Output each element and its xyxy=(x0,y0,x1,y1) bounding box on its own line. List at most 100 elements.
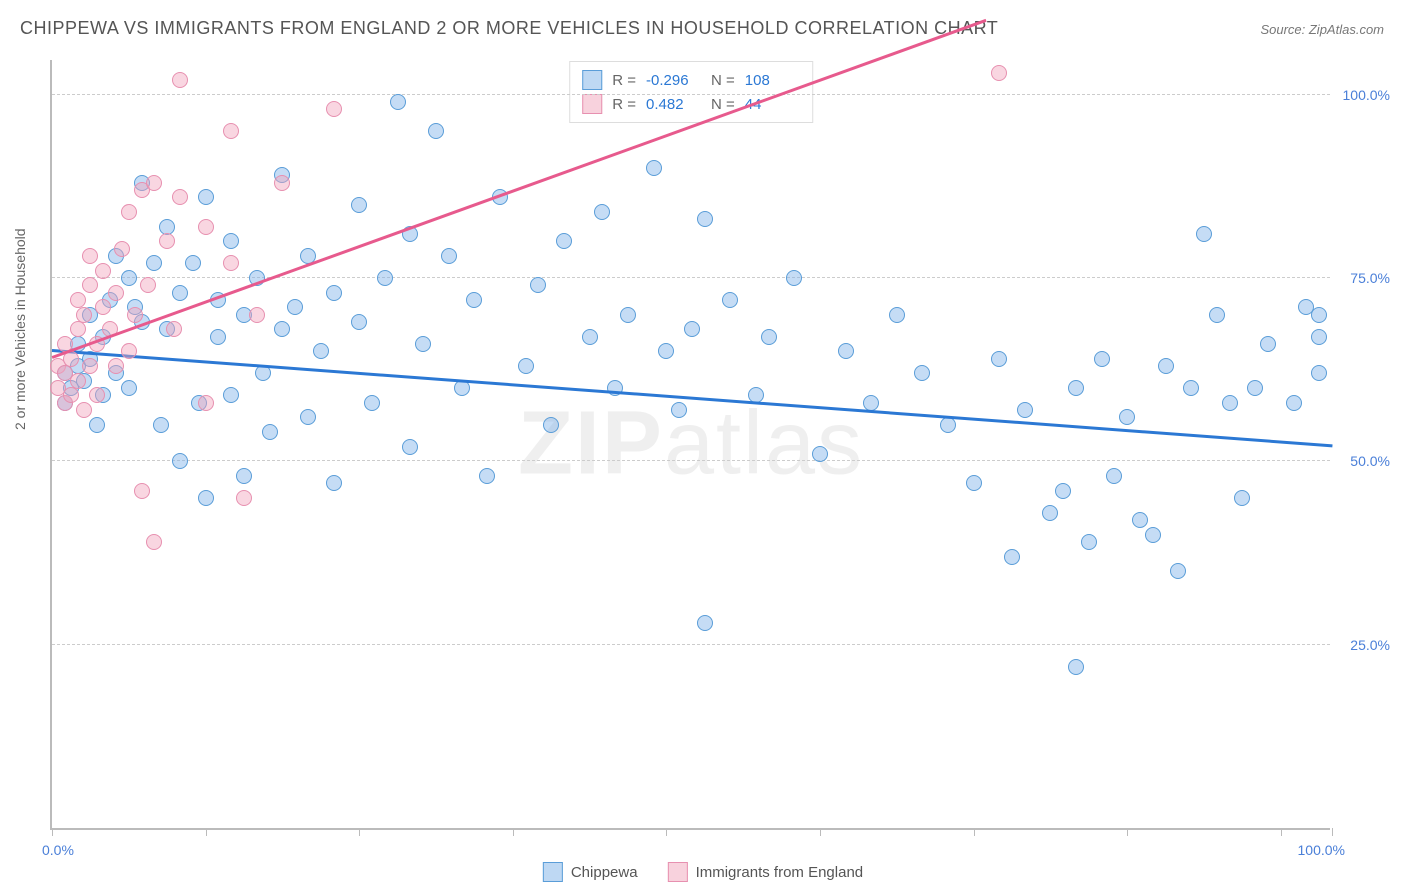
data-point xyxy=(146,534,162,550)
source-attribution: Source: ZipAtlas.com xyxy=(1260,22,1384,37)
data-point xyxy=(1158,358,1174,374)
data-point xyxy=(428,123,444,139)
xtick xyxy=(1127,828,1128,836)
data-point xyxy=(1055,483,1071,499)
data-point xyxy=(1183,380,1199,396)
data-point xyxy=(172,285,188,301)
trend-line xyxy=(52,19,987,359)
data-point xyxy=(223,233,239,249)
data-point xyxy=(1145,527,1161,543)
data-point xyxy=(198,189,214,205)
ytick-label: 25.0% xyxy=(1350,637,1390,653)
data-point xyxy=(351,197,367,213)
data-point xyxy=(114,241,130,257)
data-point xyxy=(1311,329,1327,345)
data-point xyxy=(671,402,687,418)
gridline xyxy=(52,277,1330,278)
stat-n-value: 108 xyxy=(745,72,800,89)
data-point xyxy=(236,468,252,484)
data-point xyxy=(223,255,239,271)
data-point xyxy=(210,329,226,345)
data-point xyxy=(70,321,86,337)
data-point xyxy=(287,299,303,315)
data-point xyxy=(991,65,1007,81)
xtick xyxy=(974,828,975,836)
xtick-label-right: 100.0% xyxy=(1298,842,1345,858)
data-point xyxy=(940,417,956,433)
data-point xyxy=(1068,380,1084,396)
data-point xyxy=(761,329,777,345)
legend-label: Immigrants from England xyxy=(696,864,864,881)
data-point xyxy=(479,468,495,484)
stat-r-label: R = xyxy=(612,96,636,113)
data-point xyxy=(153,417,169,433)
data-point xyxy=(1260,336,1276,352)
data-point xyxy=(697,211,713,227)
data-point xyxy=(786,270,802,286)
data-point xyxy=(274,175,290,191)
swatch-pink-icon xyxy=(582,94,602,114)
data-point xyxy=(1106,468,1122,484)
data-point xyxy=(966,475,982,491)
swatch-pink-icon xyxy=(668,862,688,882)
correlation-stats-box: R = -0.296 N = 108 R = 0.482 N = 44 xyxy=(569,61,813,123)
data-point xyxy=(1209,307,1225,323)
xtick xyxy=(513,828,514,836)
ytick-label: 75.0% xyxy=(1350,270,1390,286)
data-point xyxy=(863,395,879,411)
data-point xyxy=(134,483,150,499)
data-point xyxy=(415,336,431,352)
data-point xyxy=(223,123,239,139)
data-point xyxy=(530,277,546,293)
data-point xyxy=(255,365,271,381)
legend-label: Chippewa xyxy=(571,864,638,881)
legend: Chippewa Immigrants from England xyxy=(543,862,863,882)
data-point xyxy=(556,233,572,249)
chart-title: CHIPPEWA VS IMMIGRANTS FROM ENGLAND 2 OR… xyxy=(20,18,998,39)
data-point xyxy=(390,94,406,110)
data-point xyxy=(121,380,137,396)
data-point xyxy=(313,343,329,359)
data-point xyxy=(159,219,175,235)
data-point xyxy=(82,277,98,293)
data-point xyxy=(121,204,137,220)
data-point xyxy=(326,101,342,117)
data-point xyxy=(121,343,137,359)
data-point xyxy=(108,358,124,374)
data-point xyxy=(1311,365,1327,381)
data-point xyxy=(70,292,86,308)
data-point xyxy=(351,314,367,330)
swatch-blue-icon xyxy=(543,862,563,882)
data-point xyxy=(262,424,278,440)
data-point xyxy=(326,475,342,491)
data-point xyxy=(441,248,457,264)
data-point xyxy=(198,490,214,506)
data-point xyxy=(1196,226,1212,242)
ytick-label: 50.0% xyxy=(1350,453,1390,469)
data-point xyxy=(1132,512,1148,528)
data-point xyxy=(108,285,124,301)
stat-r-value: -0.296 xyxy=(646,72,701,89)
stat-r-value: 0.482 xyxy=(646,96,701,113)
gridline xyxy=(52,94,1330,95)
ytick-label: 100.0% xyxy=(1343,87,1390,103)
xtick-label-left: 0.0% xyxy=(42,842,74,858)
xtick xyxy=(359,828,360,836)
data-point xyxy=(82,248,98,264)
gridline xyxy=(52,460,1330,461)
data-point xyxy=(1119,409,1135,425)
data-point xyxy=(1004,549,1020,565)
data-point xyxy=(838,343,854,359)
data-point xyxy=(991,351,1007,367)
data-point xyxy=(377,270,393,286)
data-point xyxy=(1094,351,1110,367)
data-point xyxy=(364,395,380,411)
data-point xyxy=(1234,490,1250,506)
data-point xyxy=(326,285,342,301)
data-point xyxy=(172,189,188,205)
data-point xyxy=(594,204,610,220)
data-point xyxy=(1311,307,1327,323)
xtick xyxy=(1281,828,1282,836)
data-point xyxy=(172,72,188,88)
data-point xyxy=(185,255,201,271)
